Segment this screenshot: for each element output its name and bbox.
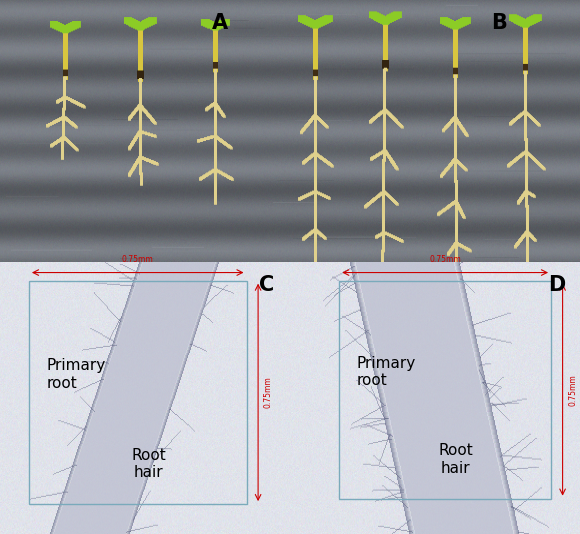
Text: Primary
root: Primary root — [357, 356, 416, 388]
Text: A: A — [212, 13, 229, 33]
Text: Primary
root: Primary root — [46, 358, 106, 391]
Bar — [339, 281, 551, 499]
Text: Root
hair: Root hair — [131, 447, 166, 480]
Text: 0.75mm: 0.75mm — [264, 376, 273, 409]
Text: 0.75mm: 0.75mm — [568, 374, 578, 405]
Text: C: C — [259, 276, 274, 295]
Text: Root
hair: Root hair — [438, 443, 473, 476]
Bar — [29, 281, 246, 504]
Text: 0.75mm: 0.75mm — [429, 255, 461, 264]
Text: 0.75mm: 0.75mm — [122, 255, 154, 264]
Text: B: B — [491, 13, 507, 33]
Text: D: D — [548, 276, 566, 295]
